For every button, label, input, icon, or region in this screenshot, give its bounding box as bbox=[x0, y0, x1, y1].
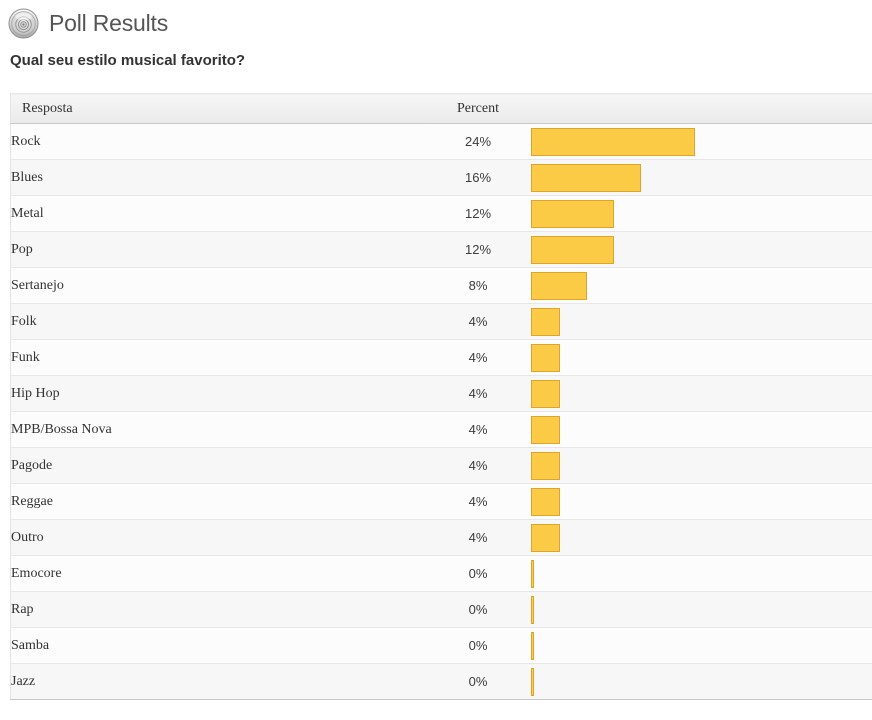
bar-cell bbox=[530, 267, 872, 304]
bar-cell bbox=[530, 159, 872, 196]
table-row: Hip Hop 4% bbox=[10, 375, 872, 412]
answer-label: Reggae bbox=[10, 483, 426, 520]
table-row: Outro 4% bbox=[10, 519, 872, 556]
bar-cell bbox=[530, 627, 872, 664]
percent-value: 4% bbox=[425, 303, 531, 340]
result-bar bbox=[530, 235, 614, 264]
poll-question: Qual seu estilo musical favorito? bbox=[10, 52, 246, 69]
bar-cell bbox=[530, 591, 872, 628]
result-bar bbox=[530, 451, 560, 480]
answer-label: Pagode bbox=[10, 447, 426, 484]
table-row: Samba 0% bbox=[10, 627, 872, 664]
percent-value: 4% bbox=[425, 447, 531, 484]
bar-cell bbox=[530, 447, 872, 484]
bar-cell bbox=[530, 483, 872, 520]
table-row: MPB/Bossa Nova 4% bbox=[10, 411, 872, 448]
answer-label: MPB/Bossa Nova bbox=[10, 411, 426, 448]
percent-value: 16% bbox=[425, 159, 531, 196]
answer-label: Hip Hop bbox=[10, 375, 426, 412]
result-bar bbox=[530, 631, 534, 660]
result-bar bbox=[530, 595, 534, 624]
answer-label: Metal bbox=[10, 195, 426, 232]
percent-value: 4% bbox=[425, 411, 531, 448]
answer-label: Rock bbox=[10, 123, 426, 160]
result-bar bbox=[530, 343, 560, 372]
table-row: Pagode 4% bbox=[10, 447, 872, 484]
table-row: Sertanejo 8% bbox=[10, 267, 872, 304]
percent-value: 0% bbox=[425, 555, 531, 592]
percent-value: 12% bbox=[425, 231, 531, 268]
answer-label: Jazz bbox=[10, 663, 426, 700]
result-bar bbox=[530, 163, 641, 192]
answer-label: Pop bbox=[10, 231, 426, 268]
table-row: Folk 4% bbox=[10, 303, 872, 340]
result-bar bbox=[530, 667, 534, 696]
percent-value: 8% bbox=[425, 267, 531, 304]
result-bar bbox=[530, 271, 587, 300]
result-bar bbox=[530, 379, 560, 408]
bar-cell bbox=[530, 663, 872, 700]
table-row: Pop 12% bbox=[10, 231, 872, 268]
table-row: Metal 12% bbox=[10, 195, 872, 232]
result-bar bbox=[530, 487, 560, 516]
page-header: Poll Results bbox=[8, 6, 872, 40]
poll-results-page: Poll Results Qual seu estilo musical fav… bbox=[0, 6, 872, 700]
table-row: Reggae 4% bbox=[10, 483, 872, 520]
answer-label: Blues bbox=[10, 159, 426, 196]
bar-cell bbox=[530, 339, 872, 376]
poll-icon bbox=[8, 7, 39, 39]
result-bar bbox=[530, 559, 534, 588]
bar-cell bbox=[530, 375, 872, 412]
result-bar bbox=[530, 127, 695, 156]
bar-cell bbox=[530, 519, 872, 556]
result-bar bbox=[530, 523, 560, 552]
answer-label: Folk bbox=[10, 303, 426, 340]
bar-cell bbox=[530, 555, 872, 592]
column-header-percent: Percent bbox=[425, 93, 531, 124]
answer-label: Funk bbox=[10, 339, 426, 376]
table-row: Funk 4% bbox=[10, 339, 872, 376]
percent-value: 4% bbox=[425, 375, 531, 412]
table-row: Blues 16% bbox=[10, 159, 872, 196]
table-header-row: Resposta Percent bbox=[10, 93, 872, 124]
result-bar bbox=[530, 307, 560, 336]
page-title: Poll Results bbox=[49, 9, 169, 36]
bar-cell bbox=[530, 195, 872, 232]
percent-value: 24% bbox=[425, 123, 531, 160]
percent-value: 0% bbox=[425, 663, 531, 700]
table-row: Jazz 0% bbox=[10, 663, 872, 700]
bar-cell bbox=[530, 303, 872, 340]
column-header-resposta: Resposta bbox=[10, 93, 426, 124]
percent-value: 12% bbox=[425, 195, 531, 232]
table-row: Emocore 0% bbox=[10, 555, 872, 592]
poll-results-table: Resposta Percent Rock 24% Blues 16% Metal 12%… bbox=[10, 93, 872, 700]
bar-cell bbox=[530, 411, 872, 448]
table-row: Rap 0% bbox=[10, 591, 872, 628]
answer-label: Emocore bbox=[10, 555, 426, 592]
percent-value: 0% bbox=[425, 627, 531, 664]
percent-value: 4% bbox=[425, 519, 531, 556]
percent-value: 0% bbox=[425, 591, 531, 628]
answer-label: Outro bbox=[10, 519, 426, 556]
bar-cell bbox=[530, 123, 872, 160]
percent-value: 4% bbox=[425, 483, 531, 520]
result-bar bbox=[530, 199, 614, 228]
answer-label: Samba bbox=[10, 627, 426, 664]
column-header-bar bbox=[530, 93, 872, 124]
answer-label: Rap bbox=[10, 591, 426, 628]
result-bar bbox=[530, 415, 560, 444]
bar-cell bbox=[530, 231, 872, 268]
table-row: Rock 24% bbox=[10, 123, 872, 160]
percent-value: 4% bbox=[425, 339, 531, 376]
answer-label: Sertanejo bbox=[10, 267, 426, 304]
